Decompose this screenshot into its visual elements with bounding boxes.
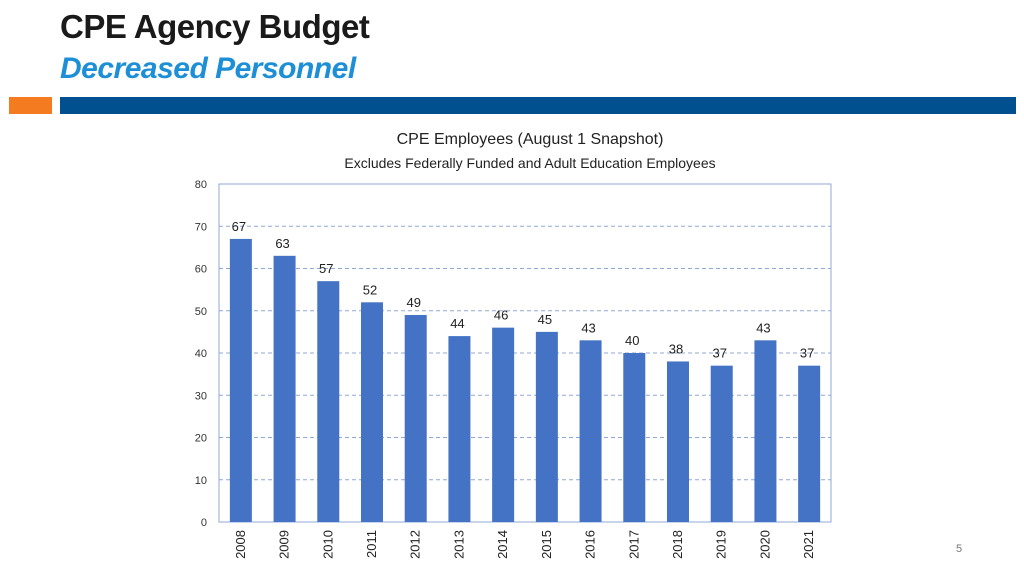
data-label: 46: [494, 308, 508, 323]
bar: [361, 302, 383, 522]
slide-title: CPE Agency Budget: [60, 8, 370, 45]
x-tick-label: 2021: [801, 530, 816, 559]
data-label: 44: [450, 316, 464, 331]
x-tick-label: 2016: [583, 530, 598, 559]
accent-bar-orange: [9, 97, 52, 114]
data-label: 67: [232, 219, 246, 234]
data-label: 63: [275, 236, 289, 251]
bar: [229, 238, 252, 523]
bar: [317, 281, 340, 522]
bar: [404, 314, 427, 522]
y-tick-label: 30: [195, 390, 207, 402]
bar: [623, 353, 646, 522]
data-label: 52: [363, 282, 377, 297]
bar: [448, 336, 471, 522]
data-label: 40: [625, 333, 639, 348]
x-tick-label: 2018: [670, 530, 685, 559]
x-tick-label: 2012: [408, 530, 423, 559]
y-tick-label: 50: [195, 306, 207, 318]
bar: [535, 331, 558, 522]
data-label: 43: [581, 320, 595, 335]
x-tick-label: 2014: [495, 530, 510, 559]
data-label: 37: [712, 346, 726, 361]
bar: [754, 340, 777, 522]
y-tick-label: 40: [195, 348, 207, 360]
slide-subtitle: Decreased Personnel: [60, 52, 356, 85]
bar: [798, 365, 821, 522]
data-label: 43: [756, 320, 770, 335]
chart-subtitle: Excludes Federally Funded and Adult Educ…: [344, 155, 716, 171]
y-tick-label: 10: [195, 475, 207, 487]
accent-bar-blue: [60, 97, 1016, 114]
x-tick-label: 2015: [539, 530, 554, 559]
page-number: 5: [956, 543, 963, 555]
y-tick-label: 70: [195, 221, 207, 233]
x-tick-label: 2010: [320, 530, 335, 559]
data-label: 38: [669, 341, 683, 356]
y-tick-label: 80: [195, 179, 207, 191]
data-label: 37: [800, 346, 814, 361]
data-label: 45: [538, 312, 552, 327]
x-tick-label: 2020: [757, 530, 772, 559]
x-tick-label: 2019: [714, 530, 729, 559]
bar: [273, 255, 296, 522]
y-tick-label: 0: [201, 517, 207, 529]
y-tick-label: 20: [195, 433, 207, 445]
chart-title: CPE Employees (August 1 Snapshot): [396, 131, 664, 148]
bar: [710, 365, 733, 522]
bar: [667, 361, 689, 522]
x-tick-label: 2008: [233, 530, 248, 559]
bar: [492, 327, 515, 522]
x-tick-label: 2017: [626, 530, 641, 559]
bar: [579, 340, 602, 522]
data-label: 57: [319, 261, 333, 276]
x-tick-label: 2011: [364, 530, 379, 558]
data-label: 49: [406, 295, 420, 310]
x-tick-label: 2013: [451, 530, 466, 559]
y-tick-label: 60: [195, 264, 207, 276]
x-tick-label: 2009: [277, 530, 292, 559]
